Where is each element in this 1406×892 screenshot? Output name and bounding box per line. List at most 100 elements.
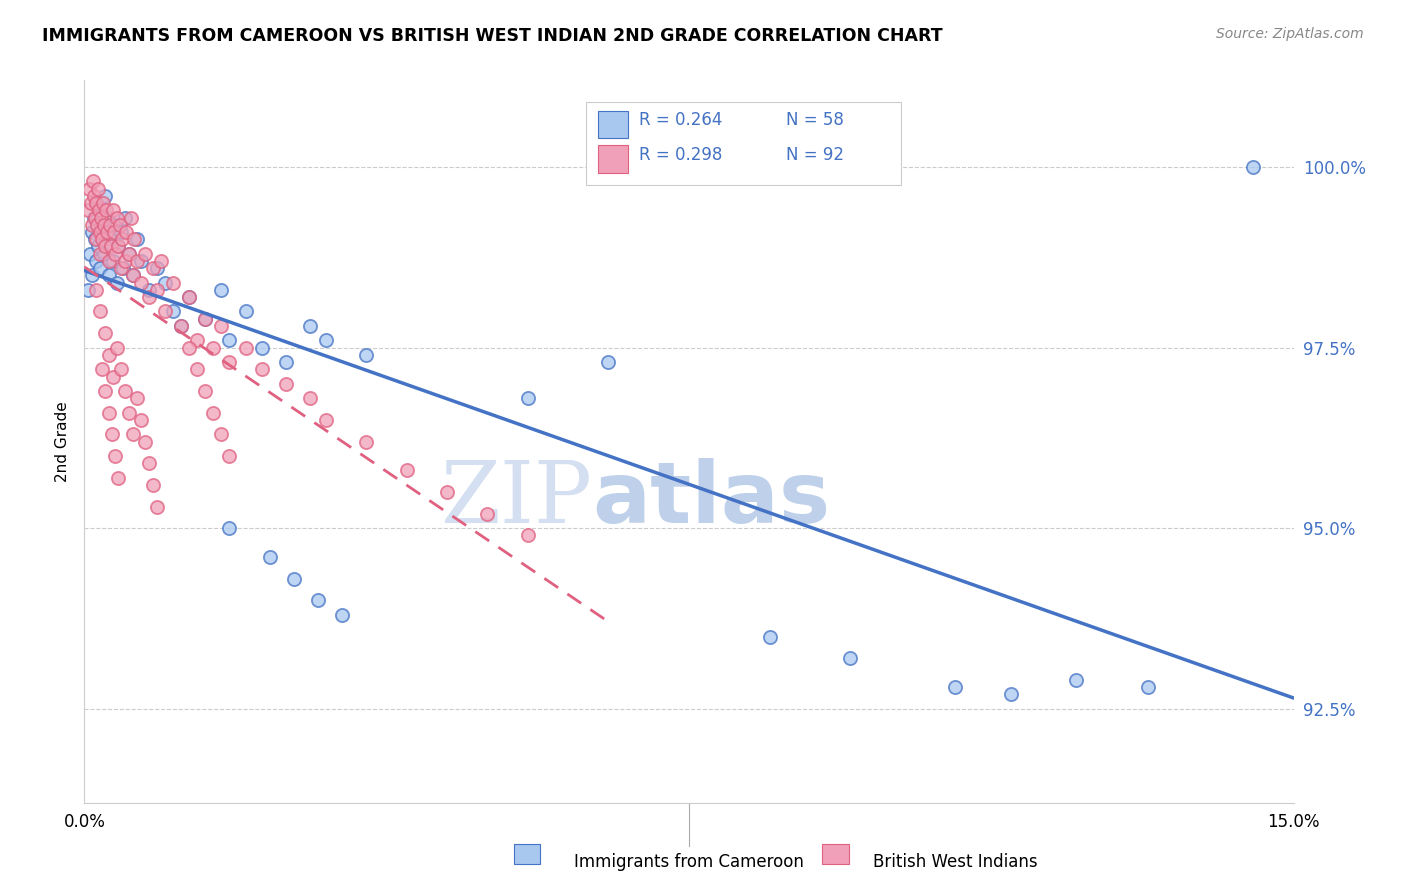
Point <box>162 304 184 318</box>
Point <box>79 246 101 260</box>
Point <box>235 304 257 318</box>
Text: ZIP: ZIP <box>440 458 592 541</box>
Point <box>315 413 337 427</box>
Point <box>107 239 129 253</box>
Point <box>125 254 148 268</box>
Point <box>170 318 193 333</box>
Point <box>142 261 165 276</box>
Point <box>87 203 110 218</box>
Point <box>97 406 120 420</box>
Point <box>97 268 120 283</box>
Point <box>138 283 160 297</box>
Point <box>307 593 329 607</box>
Point <box>108 218 131 232</box>
Text: N = 92: N = 92 <box>786 145 844 164</box>
Point <box>83 211 105 225</box>
Point <box>105 276 128 290</box>
Point <box>89 246 111 260</box>
Point <box>96 211 118 225</box>
Point <box>274 376 297 391</box>
Point <box>89 304 111 318</box>
Point <box>90 211 112 225</box>
Point <box>839 651 862 665</box>
Point <box>93 326 115 341</box>
Point <box>107 471 129 485</box>
Point <box>82 268 104 283</box>
Point <box>94 203 117 218</box>
Point <box>218 355 240 369</box>
Point <box>274 355 297 369</box>
Point <box>118 246 141 260</box>
Point <box>77 182 100 196</box>
Point <box>299 318 322 333</box>
Point <box>121 268 143 283</box>
Point <box>89 261 111 276</box>
Point <box>104 449 127 463</box>
Point <box>598 355 620 369</box>
Point <box>121 427 143 442</box>
Point <box>93 239 115 253</box>
Point <box>477 507 499 521</box>
Point <box>356 348 378 362</box>
Point <box>91 196 114 211</box>
Point <box>283 572 305 586</box>
Point <box>138 290 160 304</box>
Point <box>112 261 135 276</box>
Text: N = 58: N = 58 <box>786 111 844 129</box>
Point <box>114 384 136 398</box>
Point <box>80 225 103 239</box>
Point <box>194 311 217 326</box>
Point <box>120 211 142 225</box>
Point <box>209 427 232 442</box>
Point <box>1000 688 1022 702</box>
Point <box>87 239 110 253</box>
Point <box>1137 680 1160 694</box>
Point <box>138 456 160 470</box>
Point <box>209 283 232 297</box>
Point <box>101 203 124 218</box>
Point <box>84 254 107 268</box>
Point <box>93 189 115 203</box>
Point <box>134 434 156 449</box>
Point <box>186 362 208 376</box>
Point <box>104 218 127 232</box>
Point <box>235 341 257 355</box>
Point <box>91 225 114 239</box>
Point <box>82 218 104 232</box>
Point <box>129 413 152 427</box>
Point <box>202 341 225 355</box>
Point <box>91 232 114 246</box>
Point <box>87 182 110 196</box>
Point <box>76 203 98 218</box>
Point <box>209 318 232 333</box>
Point <box>82 174 104 188</box>
Y-axis label: 2nd Grade: 2nd Grade <box>55 401 70 482</box>
Point <box>516 391 538 405</box>
Point <box>80 196 103 211</box>
Point <box>125 232 148 246</box>
Point <box>98 218 121 232</box>
Point <box>299 391 322 405</box>
FancyBboxPatch shape <box>823 844 849 864</box>
Point <box>114 254 136 268</box>
Point <box>124 232 146 246</box>
Point <box>111 232 134 246</box>
Point <box>110 362 132 376</box>
Text: R = 0.264: R = 0.264 <box>640 111 723 129</box>
Point <box>516 528 538 542</box>
Point <box>87 203 110 218</box>
FancyBboxPatch shape <box>599 145 628 173</box>
Point <box>86 218 108 232</box>
Point <box>84 232 107 246</box>
Point <box>77 283 100 297</box>
Point <box>758 630 780 644</box>
Text: Source: ZipAtlas.com: Source: ZipAtlas.com <box>1216 27 1364 41</box>
Point <box>114 211 136 225</box>
Point <box>101 254 124 268</box>
Point <box>100 239 122 253</box>
Point <box>83 211 105 225</box>
Point <box>129 254 152 268</box>
Text: Immigrants from Cameroon: Immigrants from Cameroon <box>574 854 804 871</box>
Point <box>125 391 148 405</box>
Point <box>162 276 184 290</box>
